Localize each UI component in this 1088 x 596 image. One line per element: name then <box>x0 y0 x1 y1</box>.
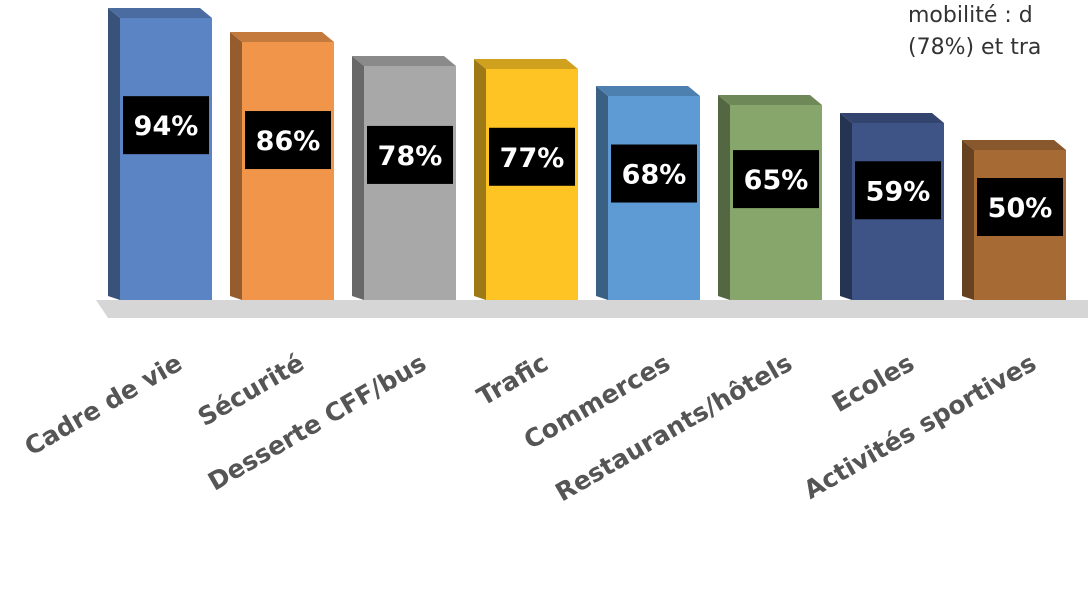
chart-floor <box>96 300 1088 318</box>
value-label-restaurants-hotels: 65% <box>733 150 819 209</box>
value-label-box-desserte-cff-bus <box>367 125 453 184</box>
value-label-text-securite: 86% <box>256 126 321 157</box>
bar-side-securite <box>230 32 242 300</box>
category-label-trafic: Trafic <box>472 348 553 412</box>
value-label-text-trafic: 77% <box>500 143 565 174</box>
value-label-cadre-de-vie: 94% <box>123 96 209 155</box>
value-label-box-securite <box>245 111 331 170</box>
value-label-text-ecoles: 59% <box>866 176 931 207</box>
bar-top-commerces <box>596 86 700 96</box>
value-label-trafic: 77% <box>489 127 575 186</box>
bar-top-securite <box>230 32 334 42</box>
value-label-text-activites-sportives: 50% <box>988 193 1053 224</box>
bar-securite <box>230 32 334 300</box>
value-label-box-commerces <box>611 144 697 203</box>
bar-front-cadre-de-vie <box>120 18 212 300</box>
value-label-text-cadre-de-vie: 94% <box>134 111 199 142</box>
category-label-cadre-de-vie: Cadre de vie <box>20 348 187 461</box>
category-label-desserte-cff-bus: Desserte CFF/bus <box>203 348 431 496</box>
value-label-text-desserte-cff-bus: 78% <box>378 141 443 172</box>
value-label-box-restaurants-hotels <box>733 150 819 209</box>
bar-side-desserte-cff-bus <box>352 56 364 300</box>
snippet-line-2: (78%) et tra <box>908 35 1042 60</box>
value-label-box-ecoles <box>855 161 941 220</box>
bar-top-activites-sportives <box>962 140 1066 150</box>
value-label-box-cadre-de-vie <box>123 96 209 155</box>
partial-text-snippet: mobilité : d (78%) et tra <box>908 0 1088 64</box>
category-label-ecoles: Ecoles <box>827 348 919 418</box>
value-label-text-commerces: 68% <box>622 160 687 191</box>
bar-top-cadre-de-vie <box>108 8 212 18</box>
value-label-ecoles: 59% <box>855 161 941 220</box>
bar-front-securite <box>242 42 334 300</box>
snippet-line-1: mobilité : d <box>908 3 1033 28</box>
bar-side-trafic <box>474 59 486 300</box>
value-label-text-restaurants-hotels: 65% <box>744 165 809 196</box>
value-label-activites-sportives: 50% <box>977 178 1063 236</box>
bar-top-trafic <box>474 59 578 69</box>
value-label-securite: 86% <box>245 111 331 170</box>
category-label-activites-sportives: Activités sportives <box>799 348 1041 505</box>
value-label-box-activites-sportives <box>977 178 1063 236</box>
bar-top-ecoles <box>840 113 944 123</box>
bar-cadre-de-vie <box>108 8 212 300</box>
value-label-box-trafic <box>489 127 575 186</box>
bar-top-desserte-cff-bus <box>352 56 456 66</box>
bar-side-cadre-de-vie <box>108 8 120 300</box>
bar-top-restaurants-hotels <box>718 95 822 105</box>
value-label-commerces: 68% <box>611 144 697 203</box>
value-label-desserte-cff-bus: 78% <box>367 125 453 184</box>
bar-side-activites-sportives <box>962 140 974 300</box>
value-labels-group: 94% 86% 78% 77% 68% 65% 59% 50% <box>123 96 1063 236</box>
bar-side-ecoles <box>840 113 852 300</box>
bar-side-restaurants-hotels <box>718 95 730 300</box>
bar-side-commerces <box>596 86 608 300</box>
